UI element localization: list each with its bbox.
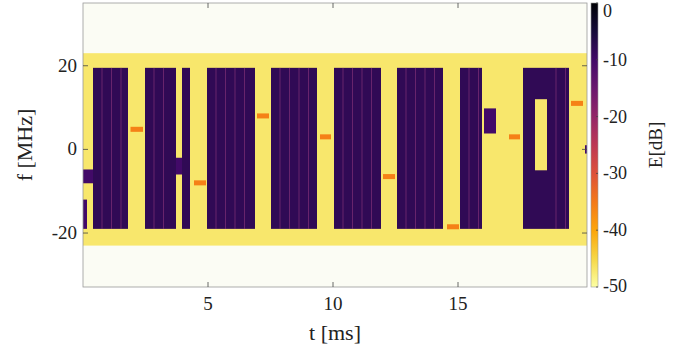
symbol-texture	[111, 68, 112, 229]
y-tick	[582, 233, 587, 234]
symbol-texture	[434, 68, 435, 229]
symbol-texture	[371, 68, 372, 229]
symbol-texture	[478, 68, 479, 229]
x-axis-title: t [ms]	[309, 320, 361, 345]
burst	[397, 68, 443, 229]
chart: 5 10 15 -20 0 20 t [ms] f [MHz] 0 -10 -20 -30 -40 -50…	[0, 0, 680, 351]
y-tick-label: 0	[68, 138, 78, 159]
y-tick-label: -20	[52, 222, 77, 243]
symbol-texture	[415, 68, 416, 229]
burst	[176, 158, 182, 175]
symbol-texture	[425, 68, 426, 229]
symbol-texture	[299, 68, 300, 229]
burst	[447, 224, 459, 229]
burst	[83, 200, 87, 229]
burst	[509, 134, 520, 139]
burst	[83, 169, 93, 183]
colorbar-tick	[596, 116, 598, 117]
symbol-texture	[469, 68, 470, 229]
symbol-texture	[362, 68, 363, 229]
burst	[194, 180, 206, 185]
colorbar-tick-label: -50	[603, 276, 627, 296]
burst	[182, 68, 190, 229]
x-tick-label: 15	[449, 293, 468, 314]
burst	[460, 68, 482, 229]
burst	[571, 101, 583, 106]
symbol-texture	[556, 68, 557, 229]
x-tick	[208, 3, 209, 8]
symbol-texture	[308, 68, 309, 229]
colorbar-tick	[596, 3, 598, 4]
colorbar-tick	[596, 287, 598, 288]
symbol-texture	[102, 68, 103, 229]
colorbar-tick	[596, 173, 598, 174]
burst	[547, 68, 569, 229]
y-tick-label: 20	[58, 55, 77, 76]
symbol-texture	[225, 68, 226, 229]
symbol-texture	[289, 68, 290, 229]
x-tick	[458, 3, 459, 8]
x-tick-label: 5	[203, 293, 213, 314]
y-tick	[582, 65, 587, 66]
y-tick	[83, 149, 88, 150]
x-tick-label: 10	[324, 293, 343, 314]
burst	[383, 174, 395, 179]
plot-frame	[83, 3, 587, 287]
symbol-texture	[121, 68, 122, 229]
symbol-texture	[280, 68, 281, 229]
colorbar-tick-label: -40	[603, 220, 627, 240]
x-tick	[458, 282, 459, 287]
colorbar-tick	[596, 59, 598, 60]
burst	[334, 68, 381, 229]
colorbar-tick	[596, 230, 598, 231]
burst	[207, 68, 255, 229]
x-tick	[333, 3, 334, 8]
colorbar	[591, 3, 598, 287]
burst	[257, 113, 269, 118]
x-tick	[333, 282, 334, 287]
symbol-texture	[406, 68, 407, 229]
burst	[93, 68, 128, 229]
burst	[484, 108, 496, 133]
burst	[145, 68, 176, 229]
symbol-texture	[216, 68, 217, 229]
colorbar-tick-label: -20	[603, 107, 627, 127]
x-tick	[208, 282, 209, 287]
y-tick	[83, 233, 88, 234]
symbol-texture	[352, 68, 353, 229]
colorbar-tick-label: -10	[603, 50, 627, 70]
burst	[271, 68, 317, 229]
symbol-texture	[235, 68, 236, 229]
y-tick	[582, 149, 587, 150]
burst	[535, 68, 547, 99]
marks	[83, 53, 587, 245]
symbol-texture	[154, 68, 155, 229]
burst	[535, 170, 547, 229]
symbol-texture	[244, 68, 245, 229]
plot-background	[83, 3, 587, 287]
burst	[131, 127, 144, 132]
burst	[320, 134, 331, 139]
symbol-texture	[343, 68, 344, 229]
colorbar-title: E[dB]	[645, 122, 666, 168]
y-axis-title: f [MHz]	[12, 109, 37, 182]
burst	[523, 68, 535, 229]
colorbar-tick-label: 0	[603, 1, 612, 21]
y-tick	[83, 65, 88, 66]
colorbar-tick-label: -30	[603, 163, 627, 183]
symbol-texture	[565, 68, 566, 229]
noise-floor	[83, 53, 587, 245]
symbol-texture	[163, 68, 164, 229]
